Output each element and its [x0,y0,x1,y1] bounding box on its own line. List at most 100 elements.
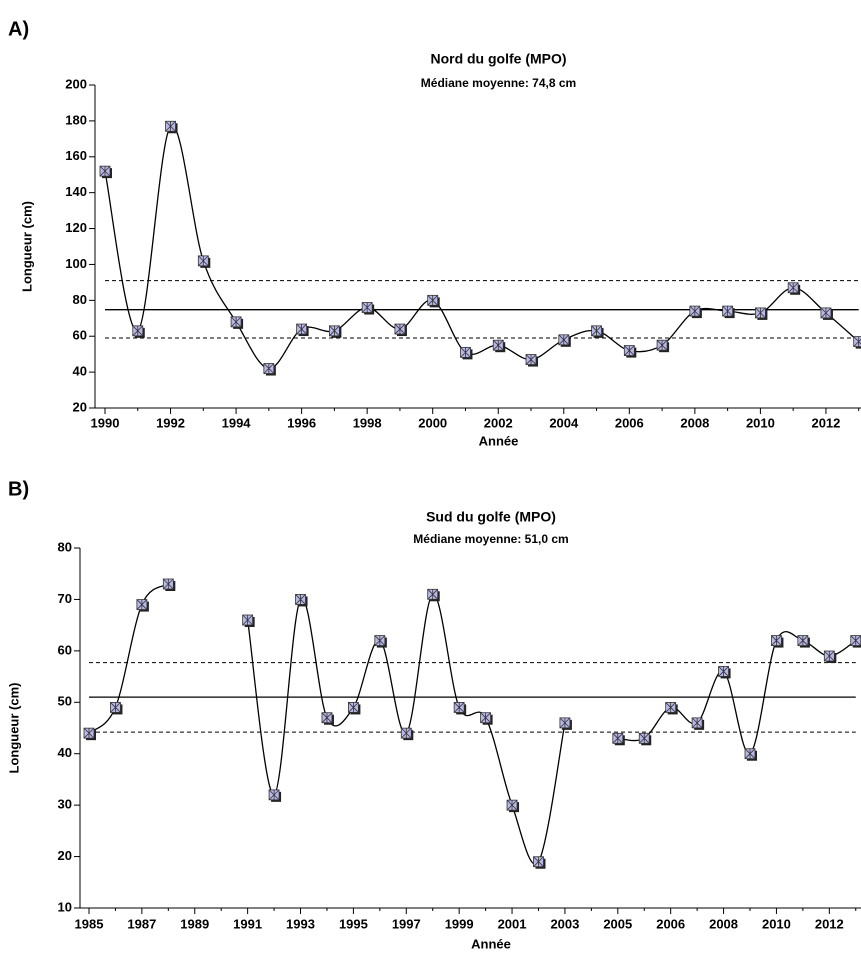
chart-subtitle: Médiane moyenne: 74,8 cm [421,76,576,90]
x-tick-label: 2002 [484,415,513,430]
panel-label: A) [8,18,29,40]
marker-cross [787,282,799,294]
x-tick-label: 1991 [233,916,262,931]
marker-cross [427,589,439,600]
y-tick-label: 100 [65,256,87,271]
marker-cross [480,712,491,723]
marker [165,120,178,134]
marker [656,339,670,353]
x-tick-label: 2010 [746,415,775,430]
x-tick-label: 2008 [680,415,709,430]
marker-cross [612,733,624,744]
marker [400,727,414,741]
marker [689,305,702,319]
marker-cross [400,727,412,739]
marker-cross [665,702,676,713]
y-tick-label: 120 [65,220,87,235]
marker [691,717,705,730]
y-tick-label: 200 [65,76,87,91]
x-tick-label: 2012 [815,916,844,931]
x-tick-label: 2006 [615,415,644,430]
x-tick-label: 1990 [91,415,120,430]
marker-cross [329,325,340,337]
marker-cross [755,307,766,319]
marker [361,302,375,315]
x-axis-label: Année [479,433,519,448]
marker-cross [492,339,504,351]
x-tick-label: 1998 [353,415,382,430]
marker-cross [427,295,438,306]
marker [480,712,493,725]
marker-cross [718,666,729,677]
marker [492,339,506,353]
marker-cross [820,307,832,319]
marker-cross [624,345,635,356]
marker [374,635,387,648]
marker [755,307,768,320]
marker-cross [559,717,571,729]
x-tick-label: 2005 [603,916,632,931]
marker [321,712,334,725]
marker-cross [558,334,570,346]
marker-cross [453,702,465,713]
marker [110,702,123,715]
marker [612,732,625,746]
marker-cross [136,599,148,610]
marker [638,732,652,746]
x-tick-label: 2000 [418,415,447,430]
marker [506,799,520,813]
marker [132,325,145,338]
marker [347,702,361,715]
data-line [104,125,860,370]
marker-cross [361,302,373,313]
marker [525,354,539,367]
marker-cross [198,255,209,267]
marker-cross [850,635,861,646]
marker-cross [824,650,835,662]
marker [797,635,810,648]
marker [99,165,112,179]
marker [823,650,837,663]
marker [787,282,801,295]
y-tick-label: 160 [65,148,87,163]
marker-cross [321,712,333,723]
marker [268,789,282,802]
x-tick-label: 1993 [286,916,315,931]
marker [427,588,440,602]
y-tick-label: 20 [73,399,87,414]
marker [665,702,678,715]
x-tick-label: 1985 [75,916,104,931]
marker [296,323,309,337]
x-tick-label: 2001 [498,916,527,931]
marker [453,702,467,715]
y-axis-label: Longueur (cm) [19,201,34,292]
marker-cross [296,323,307,335]
marker [591,325,604,338]
marker [623,345,637,358]
marker-cross [656,339,668,351]
marker [263,363,276,376]
marker-cross [638,733,650,744]
marker-cross [99,165,111,177]
x-tick-label: 1992 [156,415,185,430]
marker [295,594,308,607]
marker [718,666,731,679]
data-line [88,583,169,734]
y-tick-label: 40 [73,364,87,379]
y-axis-label: Longueur (cm) [6,683,21,774]
marker [853,336,861,349]
chart-subtitle: Médiane moyenne: 51,0 cm [413,532,568,546]
y-tick-label: 20 [58,848,72,863]
y-tick-label: 30 [58,797,72,812]
y-tick-label: 10 [58,899,72,914]
marker-cross [394,323,406,335]
marker [559,717,572,730]
marker-cross [460,347,471,358]
marker-cross [506,799,518,811]
y-tick-label: 60 [58,642,72,657]
x-tick-label: 1995 [339,916,368,931]
x-tick-label: 2006 [656,916,685,931]
y-tick-label: 50 [58,694,72,709]
marker-cross [722,305,733,317]
marker-cross [771,635,782,646]
